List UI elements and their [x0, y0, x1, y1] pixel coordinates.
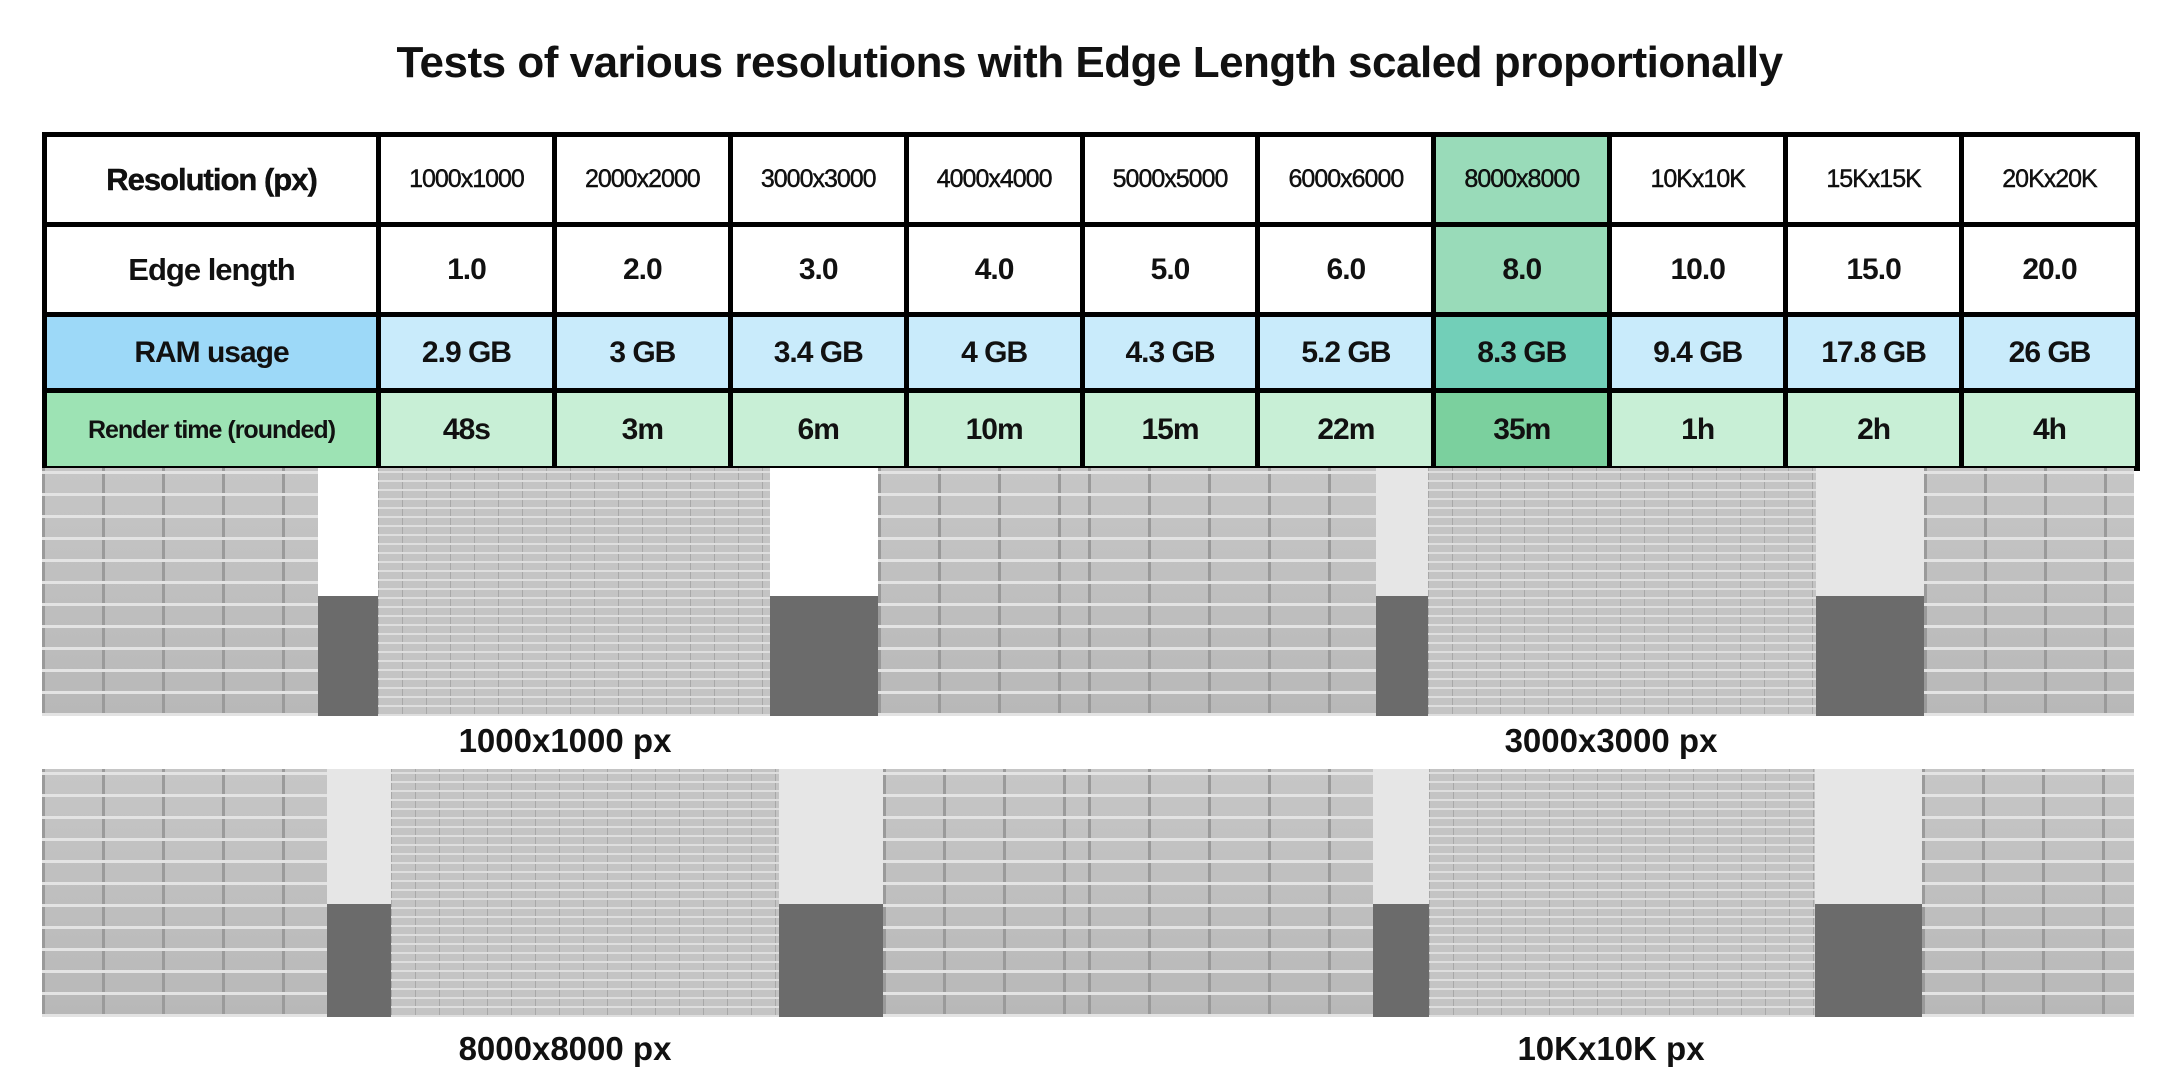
page-title: Tests of various resolutions with Edge L…	[396, 38, 1783, 87]
cell-ram_usage: 3 GB	[551, 312, 733, 393]
caption-3000: 3000x3000 px	[1504, 722, 1718, 759]
render-sample-image	[1088, 468, 2134, 716]
cell-ram_usage: 5.2 GB	[1255, 312, 1437, 393]
row-label: RAM usage	[42, 312, 381, 393]
cell-render_time: 2h	[1783, 388, 1965, 471]
cell-resolutions: 1000x1000	[376, 132, 557, 227]
render-time-row: Render time (rounded) 48s 3m 6m 10m 15m 22m 35m…	[42, 388, 2140, 471]
row-label: Render time (rounded)	[42, 388, 381, 471]
cell-edge_length: 10.0	[1607, 222, 1789, 317]
profile-strip	[1373, 769, 1429, 1017]
brick-texture	[1924, 468, 2134, 716]
brick-texture	[42, 468, 318, 716]
brick-texture	[883, 769, 1088, 1017]
cell-ram_usage: 9.4 GB	[1607, 312, 1789, 393]
cell-resolutions: 3000x3000	[727, 132, 909, 227]
render-sample-image	[1088, 769, 2134, 1017]
cell-edge_length: 3.0	[727, 222, 909, 317]
profile-strip	[1816, 468, 1924, 716]
cell-ram_usage: 2.9 GB	[376, 312, 557, 393]
brick-texture	[391, 769, 779, 1017]
cell-edge_length: 6.0	[1255, 222, 1437, 317]
cell-ram_usage: 26 GB	[1959, 312, 2140, 393]
brick-texture	[42, 769, 327, 1017]
cell-ram_usage: 17.8 GB	[1783, 312, 1965, 393]
profile-strip	[770, 468, 878, 716]
brick-texture	[1428, 468, 1816, 716]
profile-strip	[1376, 468, 1428, 716]
row-label: Resolution (px)	[42, 132, 381, 227]
caption-8000: 8000x8000 px	[458, 1030, 672, 1067]
cell-edge_length: 8.0	[1431, 222, 1613, 317]
render-sample-image	[42, 769, 1088, 1017]
cell-resolutions: 5000x5000	[1079, 132, 1261, 227]
cell-edge_length: 1.0	[376, 222, 557, 317]
cell-edge_length: 2.0	[551, 222, 733, 317]
caption-1000: 1000x1000 px	[458, 722, 672, 759]
cell-resolutions: 15Kx15K	[1783, 132, 1965, 227]
cell-resolutions: 8000x8000	[1431, 132, 1613, 227]
cell-ram_usage: 8.3 GB	[1431, 312, 1613, 393]
ram-usage-row: RAM usage 2.9 GB 3 GB 3.4 GB 4 GB 4.3 GB 5.2 G…	[42, 312, 2140, 393]
cell-render_time: 48s	[376, 388, 557, 471]
profile-strip	[1815, 769, 1922, 1017]
brick-texture	[878, 468, 1088, 716]
cell-render_time: 1h	[1607, 388, 1789, 471]
cell-resolutions: 6000x6000	[1255, 132, 1437, 227]
cell-render_time: 4h	[1959, 388, 2140, 471]
cell-render_time: 10m	[903, 388, 1085, 471]
cell-render_time: 15m	[1079, 388, 1261, 471]
brick-texture	[1088, 769, 1373, 1017]
edge-length-row: Edge length 1.0 2.0 3.0 4.0 5.0 6.0 8.0 10.0 15.0…	[42, 222, 2140, 317]
cell-render_time: 22m	[1255, 388, 1437, 471]
cell-render_time: 3m	[551, 388, 733, 471]
resolution-row: Resolution (px) 1000x1000 2000x2000 3000x30…	[42, 132, 2140, 227]
cell-resolutions: 4000x4000	[903, 132, 1085, 227]
brick-texture	[378, 468, 770, 716]
row-label: Edge length	[42, 222, 381, 317]
profile-strip	[779, 769, 883, 1017]
results-table: Resolution (px) 1000x1000 2000x2000 3000x30…	[42, 132, 2140, 471]
profile-strip	[318, 468, 378, 716]
cell-ram_usage: 3.4 GB	[727, 312, 909, 393]
cell-edge_length: 4.0	[903, 222, 1085, 317]
cell-edge_length: 15.0	[1783, 222, 1965, 317]
profile-strip	[327, 769, 391, 1017]
cell-render_time: 6m	[727, 388, 909, 471]
caption-10k: 10Kx10K px	[1517, 1030, 1705, 1067]
render-sample-image	[42, 468, 1088, 716]
cell-resolutions: 20Kx20K	[1959, 132, 2140, 227]
brick-texture	[1429, 769, 1815, 1017]
cell-ram_usage: 4.3 GB	[1079, 312, 1261, 393]
cell-render_time: 35m	[1431, 388, 1613, 471]
cell-resolutions: 10Kx10K	[1607, 132, 1789, 227]
brick-texture	[1088, 468, 1376, 716]
cell-edge_length: 20.0	[1959, 222, 2140, 317]
cell-edge_length: 5.0	[1079, 222, 1261, 317]
cell-resolutions: 2000x2000	[551, 132, 733, 227]
brick-texture	[1922, 769, 2134, 1017]
cell-ram_usage: 4 GB	[903, 312, 1085, 393]
